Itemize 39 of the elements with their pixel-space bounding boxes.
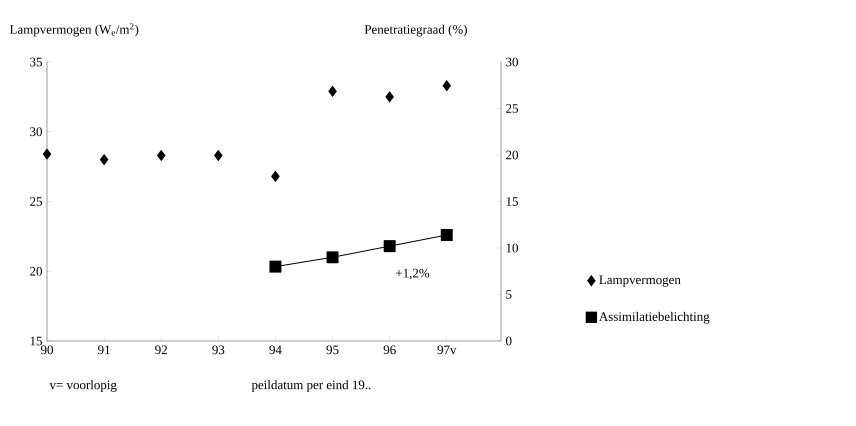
- y2-tick-label: 10: [506, 244, 518, 252]
- x-tick-label: 90: [40, 346, 53, 354]
- y2-tick-label: 5: [506, 290, 512, 299]
- x-tick-label: 97v: [437, 346, 456, 354]
- point: [385, 91, 394, 103]
- y2-tick-label: 25: [506, 104, 518, 113]
- y-axis-title: Lampvermogen (W$_{e}$/m$^{2}$): [10, 23, 138, 36]
- y-tick-label: 15: [30, 336, 42, 346]
- point: [328, 86, 337, 97]
- legend-label: Lampvermogen: [599, 276, 681, 287]
- point: [384, 240, 396, 252]
- point: [100, 154, 108, 166]
- legend-label: Assimilatiebelichting: [598, 312, 710, 324]
- y-tick-label: 25: [30, 197, 42, 206]
- x-tick-label: 96: [384, 346, 396, 354]
- y2-tick-label: 15: [506, 197, 518, 206]
- y-tick-label: 20: [30, 266, 42, 276]
- y-tick-label: 30: [30, 127, 42, 136]
- x-tick-label: 95: [326, 346, 339, 354]
- y2-axis-title: Penetratiegraad (%): [364, 24, 467, 36]
- x-tick-label: 91: [98, 346, 110, 354]
- y2-tick-label: 20: [506, 150, 518, 160]
- point: [156, 150, 166, 162]
- x-tick-label: 93: [212, 346, 224, 354]
- x-tick-label: 94: [269, 346, 282, 354]
- annotation: +1,2%: [396, 268, 430, 280]
- y2-tick-label: 0: [506, 336, 512, 346]
- y2-tick-label: 30: [506, 58, 518, 66]
- text: v= voorlopig: [50, 380, 117, 392]
- y-tick-label: 35: [30, 58, 42, 66]
- x-tick-label: 92: [155, 346, 167, 354]
- point: [42, 148, 52, 160]
- point: [269, 260, 282, 273]
- point: [442, 80, 452, 92]
- point: [214, 150, 223, 162]
- point: [271, 170, 280, 182]
- text: peildatum per eind 19..: [252, 380, 370, 392]
- point: [440, 229, 453, 241]
- point: [326, 251, 339, 264]
